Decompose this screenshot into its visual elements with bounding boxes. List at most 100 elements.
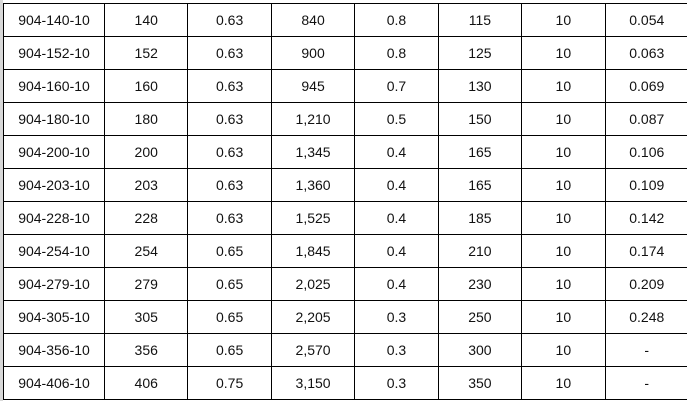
- table-cell: 0.63: [187, 102, 272, 136]
- table-row: 904-200-10 200 0.63 1,345 0.4 165 10 0.106: [3, 135, 687, 169]
- table-row: 904-180-10 180 0.63 1,210 0.5 150 10 0.087: [3, 102, 687, 136]
- table-cell: -: [604, 333, 687, 367]
- table-cell: 0.4: [354, 234, 439, 268]
- table-cell: 0.63: [187, 3, 272, 37]
- table-cell: 254: [103, 234, 189, 268]
- table-cell: 406: [103, 366, 189, 400]
- table-cell: 185: [437, 201, 523, 235]
- table-cell: 0.069: [604, 69, 687, 103]
- table-cell: 305: [103, 300, 189, 334]
- table-cell: 0.142: [604, 201, 687, 235]
- table-cell: 10: [521, 366, 606, 400]
- table-cell: 0.63: [187, 135, 272, 169]
- table-cell: 0.087: [604, 102, 687, 136]
- table-row: 904-160-10 160 0.63 945 0.7 130 10 0.069: [3, 69, 687, 103]
- table-row: 904-356-10 356 0.65 2,570 0.3 300 10-: [3, 333, 687, 367]
- part-number-cell: 904-160-10: [3, 69, 105, 103]
- table-cell: 0.8: [354, 36, 439, 70]
- table-cell: 0.65: [187, 333, 272, 367]
- table-cell: 0.106: [604, 135, 687, 169]
- part-number-cell: 904-152-10: [3, 36, 105, 70]
- table-cell: 10: [521, 333, 606, 367]
- table-cell: 0.063: [604, 36, 687, 70]
- table-cell: 2,570: [270, 333, 356, 367]
- table-cell: 0.109: [604, 168, 687, 202]
- table-cell: 0.054: [604, 3, 687, 37]
- part-number-cell: 904-228-10: [3, 201, 105, 235]
- part-number-cell: 904-180-10: [3, 102, 105, 136]
- table-row: 904-203-10 203 0.63 1,360 0.4 165 10 0.109: [3, 168, 687, 202]
- table-cell: 1,525: [270, 201, 356, 235]
- table-cell: 10: [521, 234, 606, 268]
- table-cell: 210: [437, 234, 523, 268]
- table-row: 904-279-10 279 0.65 2,025 0.4 230 10 0.209: [3, 267, 687, 301]
- table-cell: 0.63: [187, 168, 272, 202]
- table-cell: 250: [437, 300, 523, 334]
- part-number-cell: 904-140-10: [3, 3, 105, 37]
- table-cell: 180: [103, 102, 189, 136]
- table-cell: 0.65: [187, 267, 272, 301]
- table-row: 904-140-10 140 0.63 840 0.8 115 10 0.054: [3, 3, 687, 37]
- table-cell: 0.63: [187, 69, 272, 103]
- table-cell: 228: [103, 201, 189, 235]
- table-cell: 10: [521, 69, 606, 103]
- table-cell: 0.3: [354, 300, 439, 334]
- table-cell: 165: [437, 168, 523, 202]
- table-cell: 2,205: [270, 300, 356, 334]
- part-number-cell: 904-305-10: [3, 300, 105, 334]
- part-number-cell: 904-200-10: [3, 135, 105, 169]
- table-cell: 0.65: [187, 234, 272, 268]
- table-cell: 0.63: [187, 36, 272, 70]
- table-cell: 0.63: [187, 201, 272, 235]
- table-cell: 165: [437, 135, 523, 169]
- table-cell: 140: [103, 3, 189, 37]
- table-cell: 0.4: [354, 267, 439, 301]
- table-cell: 0.174: [604, 234, 687, 268]
- table-cell: 0.4: [354, 168, 439, 202]
- table-cell: -: [604, 366, 687, 400]
- table-cell: 130: [437, 69, 523, 103]
- table-cell: 10: [521, 168, 606, 202]
- table-cell: 152: [103, 36, 189, 70]
- product-spec-table: 904-140-10 140 0.63 840 0.8 115 10 0.054 904-152…: [3, 3, 687, 400]
- table-cell: 900: [270, 36, 356, 70]
- table-cell: 0.4: [354, 135, 439, 169]
- table-cell: 0.75: [187, 366, 272, 400]
- table-cell: 2,025: [270, 267, 356, 301]
- table-cell: 200: [103, 135, 189, 169]
- table-cell: 10: [521, 102, 606, 136]
- part-number-cell: 904-406-10: [3, 366, 105, 400]
- table-cell: 0.8: [354, 3, 439, 37]
- table-row: 904-305-10 305 0.65 2,205 0.3 250 10 0.248: [3, 300, 687, 334]
- table-cell: 10: [521, 36, 606, 70]
- table-cell: 160: [103, 69, 189, 103]
- table-cell: 0.7: [354, 69, 439, 103]
- table-cell: 1,345: [270, 135, 356, 169]
- table-cell: 10: [521, 135, 606, 169]
- table-cell: 10: [521, 300, 606, 334]
- table-row: 904-406-10 406 0.75 3,150 0.3 350 10-: [3, 366, 687, 400]
- table-cell: 125: [437, 36, 523, 70]
- table-cell: 1,210: [270, 102, 356, 136]
- table-cell: 945: [270, 69, 356, 103]
- table-cell: 10: [521, 3, 606, 37]
- table-cell: 0.4: [354, 201, 439, 235]
- part-number-cell: 904-254-10: [3, 234, 105, 268]
- table-cell: 0.3: [354, 366, 439, 400]
- table-cell: 840: [270, 3, 356, 37]
- part-number-cell: 904-356-10: [3, 333, 105, 367]
- table-cell: 0.248: [604, 300, 687, 334]
- table-cell: 10: [521, 267, 606, 301]
- part-number-cell: 904-279-10: [3, 267, 105, 301]
- table-cell: 203: [103, 168, 189, 202]
- table-row: 904-228-10 228 0.63 1,525 0.4 185 10 0.142: [3, 201, 687, 235]
- table-cell: 300: [437, 333, 523, 367]
- table-cell: 0.5: [354, 102, 439, 136]
- table-cell: 115: [437, 3, 523, 37]
- table-row: 904-152-10 152 0.63 900 0.8 125 10 0.063: [3, 36, 687, 70]
- table-cell: 10: [521, 201, 606, 235]
- table-cell: 0.3: [354, 333, 439, 367]
- table-cell: 0.209: [604, 267, 687, 301]
- part-number-cell: 904-203-10: [3, 168, 105, 202]
- table-cell: 230: [437, 267, 523, 301]
